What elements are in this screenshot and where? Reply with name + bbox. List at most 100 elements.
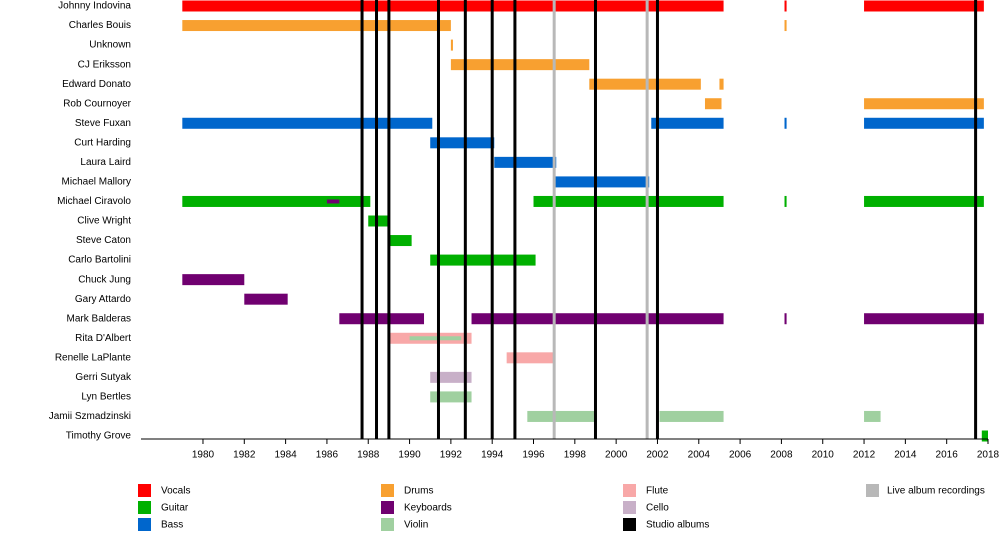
x-tick-label: 1980 [192, 450, 215, 461]
role-bar [864, 98, 984, 110]
x-tick-label: 1986 [316, 450, 339, 461]
x-tick-label: 2014 [894, 450, 917, 461]
x-tick-label: 1996 [522, 450, 545, 461]
legend-label: Cello [646, 503, 669, 514]
role-bar [182, 195, 371, 207]
member-name: Mark Balderas [67, 313, 131, 324]
role-bar [864, 0, 984, 12]
legend-swatch [623, 518, 636, 531]
x-tick-label: 2016 [936, 450, 959, 461]
member-name: Timothy Grove [66, 431, 132, 442]
member-name: Jamii Szmadzinski [49, 411, 131, 422]
legend-label: Violin [404, 520, 428, 531]
member-name: Michael Mallory [62, 177, 131, 188]
role-bar [659, 410, 724, 422]
role-bar [651, 117, 724, 129]
role-bar [494, 156, 557, 168]
role-bar [182, 0, 724, 12]
member-name: Steve Fuxan [75, 118, 131, 129]
role-bar [430, 371, 472, 383]
role-bar [864, 410, 881, 422]
role-bar [182, 274, 245, 286]
role-bar [719, 78, 724, 90]
member-name: Johnny Indovina [58, 1, 131, 12]
legend-swatch [138, 518, 151, 531]
member-name: Rita D'Albert [75, 333, 131, 344]
role-bar [864, 195, 984, 207]
member-name: Charles Bouis [69, 20, 131, 31]
member-name: CJ Eriksson [78, 59, 131, 70]
member-name: Laura Laird [80, 157, 131, 168]
legend-swatch [381, 501, 394, 514]
member-name: Steve Caton [76, 235, 131, 246]
x-tick-label: 2004 [688, 450, 711, 461]
role-bar [450, 39, 453, 51]
x-tick-label: 2008 [770, 450, 793, 461]
legend-swatch [381, 484, 394, 497]
member-name: Curt Harding [74, 137, 131, 148]
x-tick-label: 1984 [274, 450, 297, 461]
x-tick-label: 2006 [729, 450, 752, 461]
role-bar [864, 117, 984, 129]
x-tick-label: 2010 [812, 450, 835, 461]
role-bar [326, 199, 340, 204]
role-bar [368, 215, 389, 227]
x-tick-label: 1982 [233, 450, 256, 461]
role-bar [784, 195, 787, 207]
role-bar [471, 313, 724, 325]
role-bar [784, 0, 787, 12]
role-bar [244, 293, 288, 305]
role-bar [533, 195, 724, 207]
role-bar [409, 336, 462, 341]
member-name: Chuck Jung [78, 274, 131, 285]
legend-label: Guitar [161, 503, 189, 514]
legend-swatch [381, 518, 394, 531]
role-bar [182, 20, 451, 32]
x-tick-label: 2012 [853, 450, 876, 461]
role-bar [430, 137, 495, 149]
role-bar [554, 176, 650, 188]
role-bar [388, 235, 412, 247]
legend-swatch [138, 484, 151, 497]
x-tick-label: 2000 [605, 450, 628, 461]
role-bar [450, 59, 590, 71]
role-bar [981, 430, 988, 442]
role-bar [589, 78, 701, 90]
legend-swatch [623, 501, 636, 514]
role-bar [339, 313, 425, 325]
x-tick-label: 2002 [646, 450, 669, 461]
member-name: Rob Cournoyer [63, 98, 131, 109]
member-name: Lyn Bertles [81, 392, 131, 403]
member-name: Gerri Sutyak [75, 372, 132, 383]
legend-label: Flute [646, 486, 669, 497]
legend-label: Live album recordings [887, 486, 985, 497]
member-name: Renelle LaPlante [55, 352, 132, 363]
x-tick-label: 1994 [481, 450, 504, 461]
role-bar [864, 313, 984, 325]
legend-label: Vocals [161, 486, 190, 497]
role-bar [430, 391, 472, 403]
member-name: Michael Ciravolo [57, 196, 131, 207]
legend-swatch [866, 484, 879, 497]
member-name: Unknown [89, 40, 131, 51]
x-tick-label: 1988 [357, 450, 380, 461]
role-bar [704, 98, 722, 110]
role-bar [430, 254, 536, 266]
member-name: Carlo Bartolini [68, 255, 131, 266]
role-bar [784, 20, 787, 32]
legend-label: Keyboards [404, 503, 452, 514]
x-tick-label: 1998 [564, 450, 587, 461]
role-bar [506, 352, 555, 364]
role-bar [784, 313, 787, 325]
x-tick-label: 2018 [977, 450, 1000, 461]
x-tick-label: 1992 [440, 450, 463, 461]
legend-swatch [623, 484, 636, 497]
x-tick-label: 1990 [398, 450, 421, 461]
legend-label: Bass [161, 520, 183, 531]
legend-swatch [138, 501, 151, 514]
role-bar [784, 117, 787, 129]
member-name: Gary Attardo [75, 294, 132, 305]
legend-label: Drums [404, 486, 433, 497]
role-bar [527, 410, 596, 422]
